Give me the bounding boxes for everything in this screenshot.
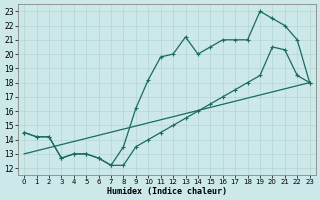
X-axis label: Humidex (Indice chaleur): Humidex (Indice chaleur) <box>107 187 227 196</box>
